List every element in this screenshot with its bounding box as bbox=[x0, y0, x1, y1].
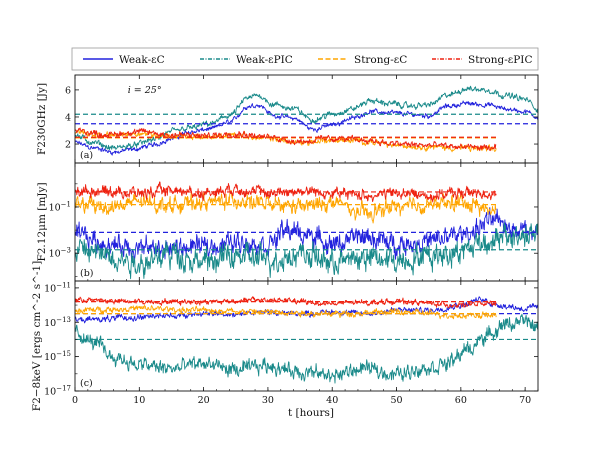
y-tick-label: 10−13 bbox=[44, 316, 71, 329]
series-group bbox=[75, 85, 538, 156]
legend-label: Weak-εPIC bbox=[236, 54, 293, 66]
series-group bbox=[75, 181, 538, 280]
series-line bbox=[75, 127, 497, 152]
series-line bbox=[75, 85, 538, 151]
y-tick-label: 4 bbox=[65, 112, 71, 123]
y-tick-label: 10−15 bbox=[44, 350, 71, 363]
x-tick-label: 60 bbox=[455, 395, 467, 406]
y-tick-label: 6 bbox=[65, 85, 71, 96]
x-tick-label: 40 bbox=[326, 395, 338, 406]
legend-frame bbox=[71, 47, 539, 71]
x-tick-label: 20 bbox=[198, 395, 210, 406]
legend: Weak-εC Weak-εPIC Strong-εC Strong-εPIC bbox=[71, 47, 539, 71]
y-tick-label: 10−17 bbox=[44, 385, 71, 398]
series-line bbox=[75, 313, 538, 384]
y-axis-label: F230GHz [Jy] bbox=[36, 83, 48, 155]
series-line bbox=[75, 222, 538, 280]
series-line bbox=[75, 296, 497, 309]
panel-frame bbox=[74, 162, 539, 282]
panel-label: (b) bbox=[80, 268, 94, 279]
legend-label: Strong-εC bbox=[354, 54, 407, 66]
x-axis-label: t [hours] bbox=[288, 407, 334, 419]
y-axis-label: F2.12μm [mJy] bbox=[36, 182, 48, 261]
series-line bbox=[75, 181, 497, 203]
legend-entry: Strong-εC bbox=[318, 54, 407, 66]
x-axis: t [hours] 0 10 20 30 40 50 60 70 bbox=[72, 395, 531, 419]
x-tick-label: 50 bbox=[390, 395, 402, 406]
legend-label: Strong-εPIC bbox=[468, 54, 532, 66]
y-tick-label: 10−3 bbox=[49, 247, 71, 260]
panel-frame bbox=[74, 280, 539, 392]
panels: 2 4 6 (a) i = 25° F230GHz [Jy] 10−1 10−3 (b) F2.1… bbox=[31, 74, 539, 411]
panel: 2 4 6 (a) i = 25° F230GHz [Jy] bbox=[36, 74, 539, 164]
x-tick-label: 70 bbox=[519, 395, 531, 406]
legend-label: Weak-εC bbox=[119, 54, 165, 66]
y-tick-label: 10−1 bbox=[49, 200, 71, 213]
series-group bbox=[75, 296, 538, 384]
series-line bbox=[75, 100, 538, 156]
panel-label: (a) bbox=[80, 150, 93, 161]
legend-entry: Strong-εPIC bbox=[432, 54, 532, 66]
y-tick-label: 10−11 bbox=[44, 281, 71, 294]
series-line bbox=[75, 190, 497, 224]
panel: 10−1 10−3 (b) F2.12μm [mJy] bbox=[36, 162, 539, 282]
x-tick-label: 30 bbox=[262, 395, 274, 406]
panel: 10−11 10−13 10−15 10−17 (c) F2−8keV [ergs cm^… bbox=[31, 261, 539, 411]
y-axis-label: F2−8keV [ergs cm^-2 s^-1] bbox=[31, 261, 43, 411]
x-tick-label: 0 bbox=[72, 395, 78, 406]
x-tick-label: 10 bbox=[133, 395, 145, 406]
y-tick-label: 2 bbox=[65, 140, 71, 151]
panel-label: (c) bbox=[80, 378, 93, 389]
panel-annotation: i = 25° bbox=[128, 85, 162, 96]
legend-entry: Weak-εPIC bbox=[200, 54, 293, 66]
series-line bbox=[75, 296, 538, 324]
legend-entry: Weak-εC bbox=[83, 54, 165, 66]
series-line bbox=[75, 207, 538, 261]
